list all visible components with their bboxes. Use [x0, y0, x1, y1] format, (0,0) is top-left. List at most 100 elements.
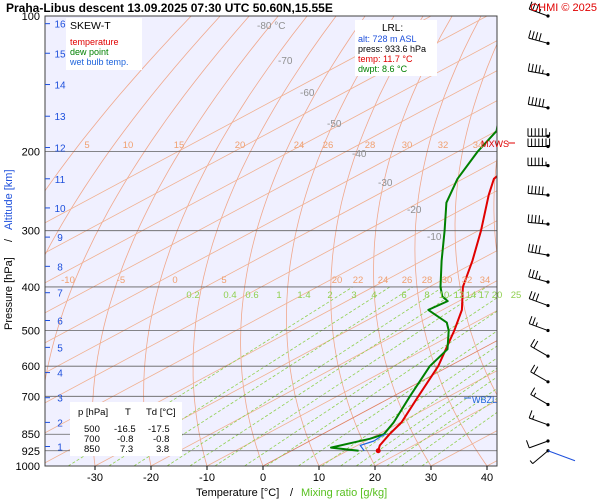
- wind-barb: [527, 128, 551, 138]
- barb-flag: [538, 215, 541, 224]
- mixing-ratio-label: 20: [492, 290, 503, 301]
- barb-flag: [527, 63, 531, 72]
- lrl-info-box: LRL: alt: 728 m ASL press: 933.6 hPa tem…: [355, 20, 437, 76]
- barb-flag: [532, 415, 535, 420]
- mxws-marker: MXWS: [481, 139, 509, 149]
- wind-barb: [527, 185, 550, 197]
- mixing-ratio-line: [266, 310, 497, 466]
- pressure-tick-label: 500: [22, 326, 40, 338]
- legend: SKEW-T temperature dew point wet bulb te…: [66, 18, 142, 70]
- barb-flag: [527, 96, 531, 105]
- altitude-tick-label: 4: [57, 369, 63, 380]
- mixing-ratio-label: 1.4: [297, 290, 310, 301]
- surface-point: [375, 448, 381, 454]
- barb-flag: [528, 30, 532, 39]
- altitude-tick-label: 13: [54, 112, 66, 123]
- barb-flag: [529, 460, 534, 464]
- theta-label-low: 22: [353, 275, 364, 286]
- isotherm-line: [45, 220, 497, 464]
- isotherm-label: -70: [278, 56, 293, 67]
- barb-station: [546, 144, 550, 149]
- info-pressure: press: 933.6 hPa: [358, 44, 426, 54]
- mixing-ratio-label: 0.4: [223, 290, 236, 301]
- barb-station: [546, 439, 550, 443]
- dewpoint-line: [330, 122, 497, 452]
- isotherm-line: [45, 70, 497, 314]
- theta-label-low: -5: [117, 275, 125, 286]
- mixing-ratio-line: [386, 388, 497, 466]
- axes: 1002003004005006007008509251000123456789…: [16, 11, 522, 484]
- isotherm-line: [45, 16, 488, 254]
- barb-flag: [527, 243, 531, 252]
- barb-station: [546, 402, 550, 407]
- mixing-ratio-line: [401, 397, 497, 466]
- info-temperature: temp: 11.7 °C: [358, 54, 413, 64]
- barb-flag: [532, 292, 536, 301]
- isotherm-label: -80 °C: [257, 21, 285, 32]
- x-tick-label: -30: [87, 472, 103, 484]
- altitude-tick-label: 7: [57, 289, 63, 300]
- info-box-title: LRL:: [382, 23, 403, 34]
- mixing-ratio-label: 3: [351, 290, 356, 301]
- wind-barb: [528, 1, 550, 18]
- dry-adiabat: [45, 16, 221, 256]
- wind-barb: [527, 63, 550, 77]
- altitude-tick-label: 1: [57, 442, 63, 453]
- theta-label-low: 32: [462, 275, 473, 286]
- x-tick-label: 10: [313, 472, 325, 484]
- theta-label: 24: [294, 140, 305, 151]
- wind-barb: [527, 214, 550, 226]
- table-background: [70, 402, 182, 456]
- wbzl-marker: WBZL: [472, 395, 497, 405]
- x-tick-label: -20: [143, 472, 159, 484]
- isotherm-line: [45, 16, 432, 224]
- isotherm-line: [45, 160, 497, 404]
- wind-barb: [529, 449, 550, 465]
- x-tick-label: 30: [425, 472, 437, 484]
- isotherm-line: [45, 190, 497, 434]
- barb-flag: [530, 338, 536, 347]
- legend-item-temperature: temperature: [70, 37, 119, 47]
- barb-shaft: [529, 417, 549, 426]
- mixing-ratio-label: 6: [401, 290, 406, 301]
- altitude-tick-label: 10: [54, 204, 66, 215]
- isotherm-line: [543, 16, 600, 466]
- isotherm-line: [206, 310, 497, 466]
- isotherm-line: [318, 370, 497, 466]
- wind-barb: [528, 316, 550, 333]
- altitude-tick-label: 3: [57, 394, 63, 405]
- barb-flag: [528, 1, 533, 10]
- barb-flag: [533, 366, 539, 374]
- theta-label-low: 5: [221, 275, 226, 286]
- barb-shaft: [530, 394, 549, 405]
- barb-shaft: [528, 251, 549, 256]
- x-tick-label: 20: [369, 472, 381, 484]
- mixing-ratio-line: [369, 376, 497, 466]
- isotherm-label: -60: [300, 88, 315, 99]
- isotherm-line: [45, 130, 497, 374]
- surface-wind-vector: [547, 450, 576, 462]
- table-cell: 700: [84, 434, 100, 445]
- wind-barb: [530, 338, 550, 358]
- barb-station: [546, 193, 550, 197]
- pressure-tick-label: 700: [22, 391, 40, 403]
- barb-flag: [535, 322, 538, 327]
- barb-flag: [535, 3, 540, 12]
- barb-flag: [531, 97, 534, 106]
- y-axis-separator: /: [3, 238, 15, 242]
- theta-label: 15: [174, 140, 185, 151]
- barb-station: [546, 106, 550, 110]
- barb-shaft: [528, 221, 549, 225]
- altitude-tick-label: 8: [57, 262, 63, 273]
- altitude-tick-label: 6: [57, 317, 63, 328]
- chart-title: Praha-Libus descent 13.09.2025 07:30 UTC…: [6, 1, 333, 15]
- mixing-ratio-label: 17: [479, 290, 490, 301]
- mixing-ratio-line: [189, 286, 464, 466]
- x-tick-label: 0: [260, 472, 266, 484]
- barb-flag: [535, 270, 539, 279]
- theta-label-low: 20: [332, 275, 343, 286]
- altitude-tick-label: 5: [57, 343, 63, 354]
- wetbulb-line: [359, 433, 386, 452]
- barb-flag: [531, 31, 535, 40]
